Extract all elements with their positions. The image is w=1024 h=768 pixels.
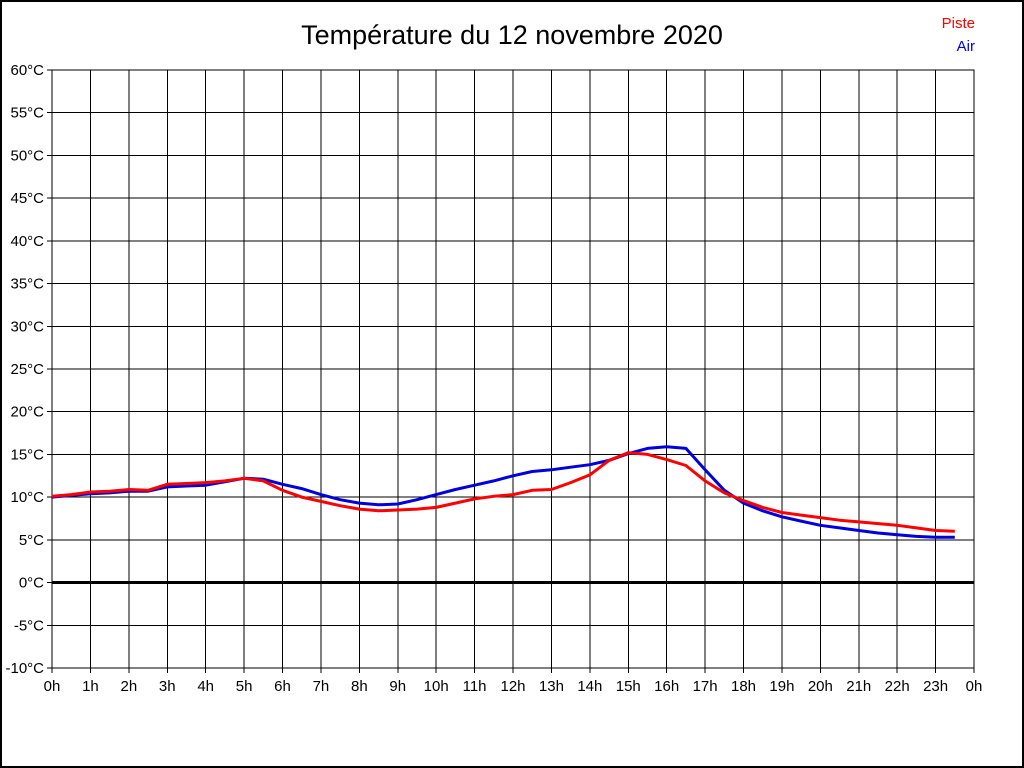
chart-title: Température du 12 novembre 2020 — [301, 20, 723, 50]
x-axis-labels: 0h 1h 2h 3h 4h 5h 6h 7h 8h 9h 10h 11h 12h 13h 14h 15h 16… — [44, 678, 983, 695]
x-tick-label: 2h — [120, 678, 137, 695]
y-tick-label: 45°C — [10, 190, 44, 207]
x-tick-label: 1h — [82, 678, 99, 695]
x-tick-label: 4h — [197, 678, 214, 695]
x-tick-label: 10h — [424, 678, 449, 695]
x-tick-label: 18h — [731, 678, 756, 695]
x-tick-label: 6h — [274, 678, 291, 695]
x-tick-label: 11h — [463, 678, 487, 695]
x-tick-label: 15h — [616, 678, 641, 695]
x-tick-label: 17h — [693, 678, 718, 695]
plot-frame — [51, 69, 975, 669]
x-tick-label: 21h — [846, 678, 871, 695]
x-tick-label: 5h — [236, 678, 253, 695]
x-tick-label: 22h — [885, 678, 910, 695]
grid-lines — [47, 69, 975, 673]
y-tick-label: 30°C — [10, 318, 44, 335]
x-tick-label: 0h — [44, 678, 61, 695]
series-line-air — [51, 445, 955, 539]
x-tick-label: 3h — [159, 678, 176, 695]
legend-label-air: Air — [956, 38, 975, 55]
x-tick-label: 23h — [923, 678, 948, 695]
y-tick-label: 10°C — [10, 489, 44, 506]
legend-item-piste: Piste — [942, 12, 975, 35]
x-tick-label: 8h — [351, 678, 368, 695]
y-tick-label: 20°C — [10, 404, 44, 421]
x-tick-label: 12h — [500, 678, 525, 695]
legend-label-piste: Piste — [941, 15, 975, 32]
y-tick-label: 55°C — [10, 105, 44, 122]
series-line-piste — [51, 451, 955, 533]
y-tick-label: 40°C — [10, 233, 44, 250]
y-tick-label: 35°C — [10, 276, 44, 293]
x-tick-label: 7h — [313, 678, 330, 695]
legend-item-air: Air — [942, 35, 975, 58]
y-tick-label: 25°C — [10, 361, 44, 378]
y-tick-label: -10°C — [5, 660, 44, 677]
y-tick-label: 5°C — [19, 532, 44, 549]
y-tick-label: -5°C — [14, 617, 44, 634]
x-tick-label: 14h — [577, 678, 602, 695]
x-tick-label: 16h — [654, 678, 679, 695]
y-axis-labels: -10°C -5°C 0°C 5°C 10°C 15°C 20°C 25°C 30°C 35°C 4… — [5, 62, 44, 677]
x-tick-label: 9h — [389, 678, 406, 695]
y-tick-label: 0°C — [19, 575, 44, 592]
x-tick-label: 0h — [966, 678, 983, 695]
y-tick-label: 60°C — [10, 62, 44, 79]
chart-legend: Piste Air — [942, 12, 975, 58]
x-tick-label: 20h — [808, 678, 833, 695]
x-tick-label: 13h — [539, 678, 564, 695]
x-tick-label: 19h — [769, 678, 794, 695]
y-tick-label: 50°C — [10, 147, 44, 164]
y-tick-label: 15°C — [10, 446, 44, 463]
